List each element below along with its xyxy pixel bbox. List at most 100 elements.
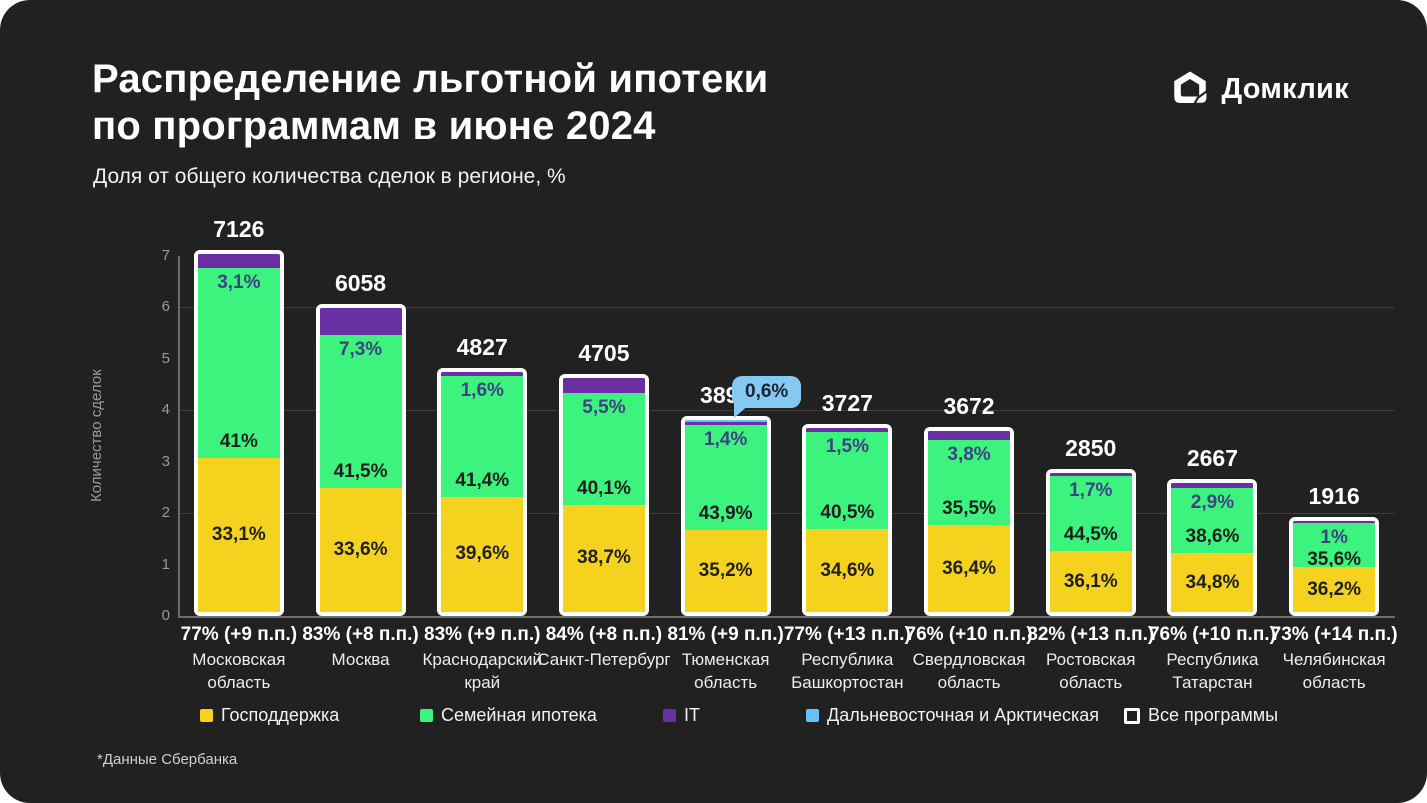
region-name: Республика Татарстан (1166, 650, 1259, 692)
callout-tail-icon (734, 403, 751, 418)
segment-gos: 35,2% (684, 529, 767, 612)
region-share-label: 76% (+10 п.п.) (905, 624, 1033, 645)
legend-swatch-all (1124, 707, 1140, 724)
bar-9: 2,9% 38,6% 34,8% (1167, 478, 1258, 616)
region-name: Республика Башкортостан (791, 650, 904, 692)
legend-swatch-it (663, 709, 676, 722)
bar-1: 3,1% 41% 33,1% (193, 249, 284, 616)
y-tick-4: 4 (161, 401, 170, 419)
family-percent-label: 40,5% (820, 502, 875, 524)
y-tick-0: 0 (161, 607, 170, 624)
y-axis-ticks: 0 1 2 3 4 5 6 7 (138, 248, 170, 624)
region-name: Ростовская область (1046, 650, 1136, 692)
gos-percent-label: 33,6% (333, 539, 388, 561)
gos-percent-label: 33,1% (211, 524, 266, 546)
family-percent-label: 38,6% (1185, 526, 1240, 548)
it-percent-label: 5,5% (582, 397, 626, 419)
it-percent-label: 1,7% (1069, 480, 1113, 502)
family-percent-label: 41,4% (455, 469, 510, 491)
segment-family: 1,5% 40,5% (806, 431, 889, 530)
region-name: Тюменская область (681, 650, 770, 692)
region-name: Челябинская область (1282, 650, 1386, 692)
page-title: Распределение льготной ипотеки по програм… (92, 56, 768, 150)
it-percent-label: 3,8% (947, 444, 991, 466)
gos-percent-label: 38,7% (577, 547, 631, 569)
legend-item-family: Семейная ипотека (420, 705, 597, 726)
bar-total-label: 4827 (456, 333, 508, 360)
region-label-8: 82% (+13 п.п.) Ростовская область (1014, 624, 1168, 695)
bar-3: 1,6% 41,4% 39,6% (437, 367, 528, 616)
chart-legend: Господдержка Семейная ипотека IT Дальневост… (0, 705, 1427, 731)
legend-item-it: IT (663, 705, 700, 726)
region-share-label: 83% (+9 п.п.) (424, 624, 541, 645)
segment-gos: 39,6% (441, 496, 524, 612)
segment-it (319, 308, 402, 336)
bar-5: 1,4% 43,9% 35,2% (680, 415, 771, 616)
gos-percent-label: 35,2% (698, 559, 753, 581)
gos-percent-label: 34,6% (820, 559, 875, 581)
bar-6: 1,5% 40,5% 34,6% (802, 424, 893, 616)
legend-item-fareast: Дальневосточная и Арктическая (806, 705, 1099, 726)
gos-percent-label: 36,4% (942, 557, 996, 579)
region-name: Москва (331, 650, 390, 669)
segment-family: 1,6% 41,4% (441, 376, 524, 497)
segment-gos: 36,2% (1293, 566, 1376, 612)
gos-percent-label: 36,2% (1307, 578, 1362, 600)
segment-it (441, 371, 524, 377)
fareast-callout: 0,6% (732, 376, 802, 418)
region-share-label: 81% (+9 п.п.) (667, 624, 784, 645)
segment-fareast (684, 419, 767, 423)
legend-swatch-gos (200, 709, 213, 722)
bar-total-label: 7126 (213, 215, 265, 242)
gos-percent-label: 39,6% (455, 543, 510, 565)
legend-label: Господдержка (221, 705, 340, 725)
segment-family: 5,5% 40,1% (562, 393, 645, 505)
it-percent-label: 1,4% (703, 429, 748, 451)
y-axis-line (178, 256, 180, 618)
bar-total-label: 4705 (578, 340, 630, 367)
region-label-1: 77% (+9 п.п.) Московская область (162, 624, 316, 695)
family-percent-label: 35,5% (942, 498, 996, 520)
bar-8: 1,7% 44,5% 36,1% (1045, 469, 1136, 616)
legend-item-gos: Господдержка (200, 705, 339, 726)
legend-label: Семейная ипотека (441, 705, 597, 725)
y-tick-5: 5 (161, 349, 170, 367)
legend-swatch-fareast (806, 709, 819, 722)
y-axis-title: Количество сделок (88, 369, 105, 503)
family-percent-label: 40,1% (577, 477, 631, 499)
bar-4: 5,5% 40,1% 38,7% (558, 374, 649, 616)
region-name: Московская область (192, 650, 286, 692)
family-percent-label: 41% (219, 431, 258, 453)
plot-area: 3,1% 41% 33,1% 7126 7,3% 41,5% 33,6% 6058 1,6% 41… (178, 216, 1395, 618)
legend-label: Дальневосточная и Арктическая (827, 705, 1100, 725)
segment-family: 7,3% 41,5% (319, 335, 402, 489)
segment-it (1171, 482, 1254, 488)
region-share-label: 73% (+14 п.п.) (1270, 624, 1398, 645)
segment-family: 3,8% 35,5% (928, 440, 1011, 526)
segment-family: 1,7% 44,5% (1049, 476, 1132, 552)
logo-text: Домклик (1221, 72, 1349, 105)
house-icon (1169, 68, 1211, 110)
x-axis-line (178, 616, 1395, 618)
it-percent-label: 1,6% (460, 380, 504, 402)
segment-it (197, 253, 280, 268)
legend-label: IT (684, 705, 700, 725)
domclick-logo: Домклик (1169, 68, 1349, 110)
y-tick-6: 6 (161, 298, 170, 316)
segment-gos: 34,8% (1171, 553, 1254, 612)
family-percent-label: 43,9% (698, 502, 753, 524)
y-tick-2: 2 (161, 504, 170, 522)
region-name: Санкт-Петербург (537, 650, 671, 669)
region-label-4: 84% (+8 п.п.) Санкт-Петербург (527, 624, 681, 672)
gridline-6 (180, 307, 1395, 309)
segment-it (806, 428, 889, 432)
gos-percent-label: 34,8% (1185, 571, 1240, 593)
segment-it (928, 431, 1011, 441)
page-subtitle: Доля от общего количества сделок в регио… (93, 165, 566, 188)
family-percent-label: 41,5% (333, 461, 388, 483)
segment-gos: 36,1% (1049, 551, 1132, 612)
family-percent-label: 44,5% (1063, 524, 1118, 546)
y-tick-1: 1 (161, 555, 170, 573)
segment-gos: 36,4% (928, 525, 1011, 612)
